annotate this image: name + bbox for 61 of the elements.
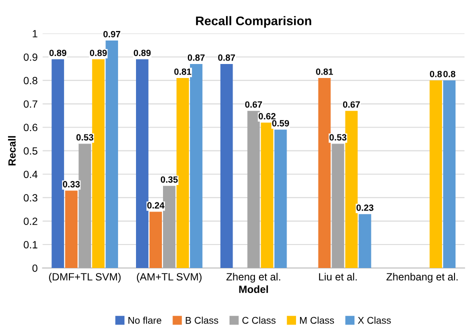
bar [106,40,118,268]
x-tick-label: Liu et al. [319,272,357,281]
bar [345,110,358,268]
data-label: 0.62 [258,113,276,120]
data-label: 0.8 [443,70,456,78]
y-tick-label: 0.8 [24,76,38,84]
data-label: 0.53 [76,134,94,141]
bar [260,122,274,268]
bar [358,214,372,268]
y-tick-label: 0.6 [24,124,38,132]
data-label: 0.87 [188,54,205,61]
bar [92,59,105,268]
data-label: 0.24 [147,202,164,209]
bar [190,64,202,268]
y-tick-label: 0.2 [24,218,38,225]
x-tick-label: Zheng et al. [226,272,280,283]
data-label: 0.97 [103,30,120,38]
y-tick-label: 1 [32,30,38,38]
data-label: 0.59 [272,120,290,126]
bar [163,186,176,268]
y-tick-label: 0 [32,264,38,272]
y-tick-label: 0.1 [24,241,38,248]
bar [430,80,442,268]
data-label: 0.23 [356,204,374,211]
bar [332,144,344,268]
bar [150,212,162,268]
legend-label: C Class [242,316,276,324]
data-label: 0.89 [90,50,107,56]
y-tick-label: 0.3 [24,194,38,202]
y-tick-label: 0.9 [24,53,38,61]
bar [220,64,233,268]
chart-title: Recall Comparision [196,16,312,28]
data-label: 0.53 [330,134,346,141]
data-label: 0.67 [245,101,262,108]
y-axis-title: Recall [8,136,16,166]
legend-label: No flare [128,316,162,324]
bar [52,59,64,268]
bar [78,144,92,268]
y-tick-label: 0.4 [24,170,38,178]
data-label: 0.81 [174,68,192,75]
x-tick-label: Zhenbang et al. [386,272,458,283]
data-label: 0.81 [316,68,333,75]
x-tick-label: (AM+TL SVM) [136,272,202,283]
data-label: 0.87 [218,54,235,61]
data-label: 0.8 [430,70,442,78]
x-tick-label: (DMF+TL SVM) [49,272,121,283]
data-label: 0.35 [160,176,178,183]
y-tick-label: 0.5 [24,147,38,155]
legend-label: B Class [186,316,218,324]
data-label: 0.89 [49,50,66,56]
bar [176,78,189,268]
data-label: 0.67 [343,101,360,108]
legend-label: M Class [300,316,334,324]
bar [247,110,260,268]
legend-label: X Class [358,316,391,324]
data-label: 0.89 [134,50,151,56]
bar [136,59,148,268]
x-axis-title: Model [239,285,268,293]
data-label: 0.33 [62,181,80,188]
bar [443,80,456,268]
y-tick-label: 0.7 [24,100,38,108]
